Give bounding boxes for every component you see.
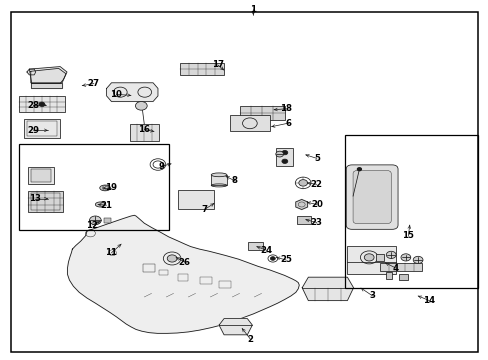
Text: 2: 2 [247,335,253,343]
FancyBboxPatch shape [346,165,397,229]
Bar [103,218,111,223]
Text: 23: 23 [310,218,322,227]
Text: 1: 1 [250,4,256,13]
Bar [28,191,62,212]
Text: 16: 16 [138,125,150,134]
Circle shape [412,256,422,264]
Text: 13: 13 [29,194,41,203]
Circle shape [135,102,147,110]
Circle shape [167,255,177,262]
Polygon shape [31,68,66,83]
Text: 29: 29 [27,126,39,135]
Bar [229,115,269,131]
Text: 28: 28 [27,100,39,109]
Bar [28,167,54,184]
Polygon shape [219,319,252,335]
Text: 14: 14 [423,296,434,305]
Circle shape [270,257,275,260]
Text: 9: 9 [158,162,164,171]
Ellipse shape [95,202,105,207]
Bar [380,263,421,271]
Text: 12: 12 [86,220,98,230]
Circle shape [275,151,283,157]
Bar [31,169,51,182]
Text: 27: 27 [88,79,100,88]
Bar [178,274,188,281]
Polygon shape [106,83,158,102]
Polygon shape [29,67,67,84]
Bar [181,192,210,207]
Bar [398,274,407,280]
Polygon shape [295,199,307,210]
Text: 3: 3 [369,292,375,300]
Text: 20: 20 [310,200,322,209]
Text: 11: 11 [105,248,117,257]
Ellipse shape [211,173,226,177]
Bar [375,254,384,261]
Polygon shape [31,83,62,88]
Text: 7: 7 [201,205,207,214]
Circle shape [281,159,287,163]
Text: 4: 4 [392,264,398,273]
Circle shape [298,180,307,186]
Circle shape [89,216,101,225]
Circle shape [400,254,410,261]
Text: 22: 22 [310,180,322,189]
Bar [142,264,155,272]
Text: 8: 8 [231,176,237,185]
Bar [239,106,284,120]
Bar [350,249,391,271]
Bar [219,281,231,288]
Bar [178,190,213,209]
Ellipse shape [100,185,110,191]
Text: 18: 18 [280,104,291,113]
Polygon shape [302,277,353,301]
Bar [180,63,224,75]
Bar [159,270,167,275]
Circle shape [357,168,361,171]
Text: 25: 25 [280,256,291,264]
Bar [346,246,395,274]
Text: 15: 15 [402,231,413,240]
Bar [276,148,293,166]
Bar [19,96,65,112]
Circle shape [364,254,373,261]
Text: 21: 21 [101,201,112,210]
Text: 6: 6 [285,118,291,127]
Polygon shape [27,69,36,75]
Bar [199,277,211,284]
Bar [233,118,265,129]
Text: 17: 17 [211,60,223,69]
Circle shape [39,102,44,107]
FancyBboxPatch shape [352,171,390,224]
Bar [27,121,57,136]
Bar [386,272,391,279]
Bar [19,144,168,230]
Circle shape [386,251,395,258]
Bar [211,175,226,185]
Text: 10: 10 [110,90,122,99]
Bar [248,242,263,250]
Text: 5: 5 [313,154,319,163]
Text: 24: 24 [260,246,272,255]
Text: 26: 26 [179,258,190,266]
Bar [344,135,477,288]
Bar [296,216,311,224]
Bar [129,124,159,141]
Circle shape [281,150,287,155]
Bar [31,193,60,210]
Text: 19: 19 [105,184,117,192]
Bar [24,119,60,138]
Polygon shape [67,215,299,333]
